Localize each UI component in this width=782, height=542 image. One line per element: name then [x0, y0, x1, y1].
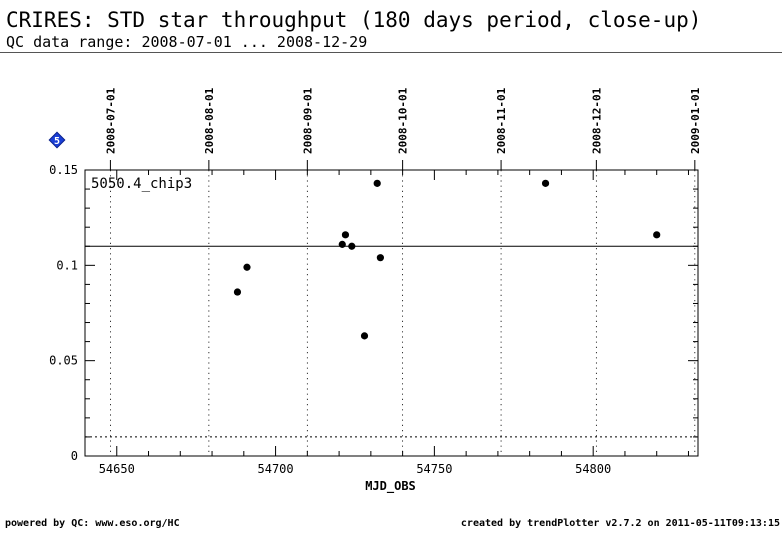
data-point	[338, 240, 346, 248]
grid-layer	[110, 170, 696, 456]
x-tick-label: 54750	[416, 462, 452, 476]
x-tick-label: 54650	[99, 462, 135, 476]
y-tick-label: 0.05	[49, 354, 78, 368]
date-tick-label: 2008-12-01	[590, 87, 603, 154]
reference-lines	[85, 245, 698, 438]
data-point	[376, 254, 384, 262]
panel-badge-number: 5	[54, 136, 60, 147]
chart-title: CRIRES: STD star throughput (180 days pe…	[6, 8, 702, 32]
date-tick-label: 2008-10-01	[397, 87, 410, 154]
header-divider	[0, 52, 782, 53]
data-point	[360, 332, 369, 340]
date-tick-label: 2008-11-01	[495, 87, 508, 154]
chart-subtitle: QC data range: 2008-07-01 ... 2008-12-29	[6, 33, 368, 51]
x-tick-label: 54700	[258, 462, 294, 476]
data-point	[341, 231, 350, 239]
data-point	[243, 263, 251, 271]
data-point	[653, 231, 661, 239]
data-points	[233, 179, 661, 340]
date-tick-label: 2008-07-01	[104, 87, 117, 154]
y-tick-label: 0.1	[56, 258, 78, 272]
axis-ticks: 2008-07-01 2008-08-01 2008-09-01 2008-10-01…	[49, 87, 702, 476]
data-point	[348, 242, 356, 250]
footer-created-by: created by trendPlotter v2.7.2 on 2011-0…	[460, 518, 780, 529]
date-tick-label: 2008-08-01	[203, 87, 216, 154]
x-axis-title: MJD_OBS	[365, 479, 416, 494]
panel-label: 5050.4_chip3	[91, 176, 192, 192]
data-point	[233, 288, 242, 296]
data-point	[541, 179, 550, 187]
x-tick-label: 54800	[575, 462, 611, 476]
date-tick-label: 2009-01-01	[689, 87, 702, 154]
plot-frame	[84, 169, 699, 457]
data-point	[373, 179, 381, 187]
date-tick-label: 2008-09-01	[301, 87, 314, 154]
y-tick-label: 0	[71, 449, 78, 463]
panel-badge-icon: 5	[48, 131, 66, 149]
y-tick-label: 0.15	[49, 163, 78, 177]
footer-powered-by: powered by QC: www.eso.org/HC	[5, 518, 180, 529]
